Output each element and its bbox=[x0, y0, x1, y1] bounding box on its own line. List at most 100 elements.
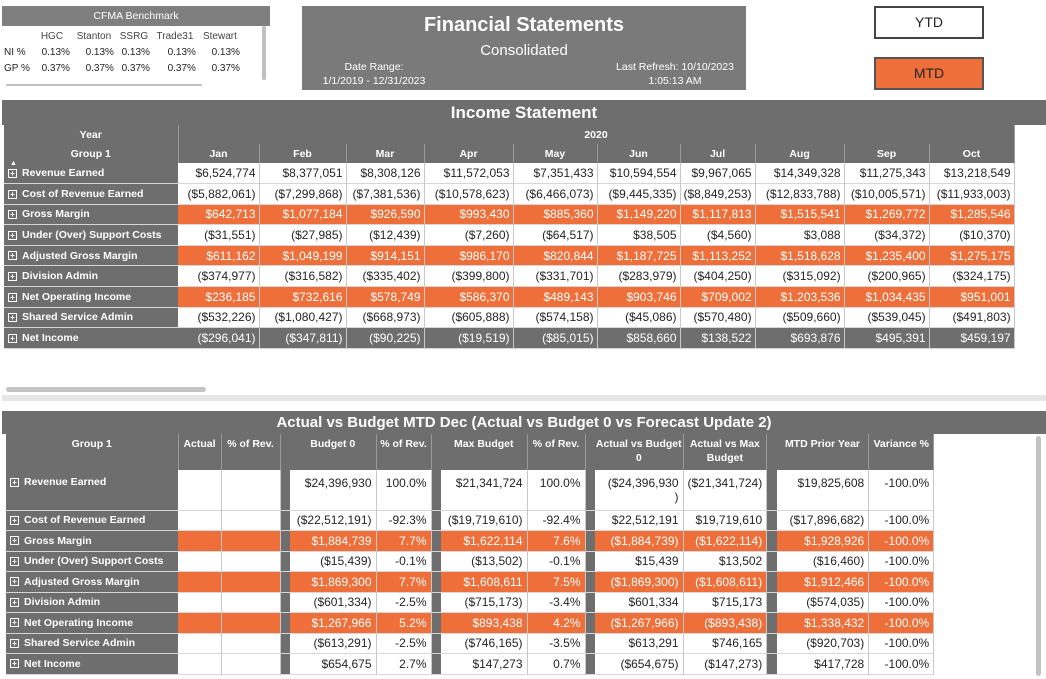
col-actual-vs-budget-0[interactable]: Actual vs Budget 0 bbox=[595, 434, 684, 470]
expand-plus-icon[interactable]: + bbox=[10, 477, 19, 487]
avb-gap bbox=[585, 530, 595, 551]
expand-plus-icon[interactable]: + bbox=[10, 577, 19, 587]
expand-plus-icon[interactable]: + bbox=[10, 597, 19, 607]
avb-cell-pct3: -92.4% bbox=[527, 510, 586, 531]
avb-cell-avb0: $613,291 bbox=[595, 633, 684, 654]
expand-plus-icon[interactable]: + bbox=[8, 292, 17, 302]
avb-row-header[interactable]: + Under (Over) Support Costs bbox=[6, 551, 178, 572]
income-cell: ($6,466,073) bbox=[513, 183, 598, 205]
income-cell: $3,088 bbox=[755, 224, 845, 246]
income-row-header[interactable]: + Net Income bbox=[4, 327, 178, 349]
income-row-label: Cost of Revenue Earned bbox=[22, 187, 144, 200]
avb-cell-avb0: $15,439 bbox=[595, 551, 684, 572]
month-header-feb[interactable]: Feb bbox=[259, 144, 347, 163]
avb-gap bbox=[585, 612, 595, 633]
col-actual-vs-max-budget[interactable]: Actual vs Max Budget bbox=[683, 434, 768, 470]
income-row-header[interactable]: + Gross Margin bbox=[4, 204, 178, 225]
col-pct-rev-3[interactable]: % of Rev. bbox=[527, 434, 586, 470]
avb-gap bbox=[585, 592, 595, 613]
col-pct-rev-2[interactable]: % of Rev. bbox=[376, 434, 432, 470]
expand-plus-icon[interactable]: + bbox=[8, 168, 17, 178]
income-row-header[interactable]: + Division Admin bbox=[4, 265, 178, 287]
expand-plus-icon[interactable]: + bbox=[8, 271, 17, 281]
avb-cell-budget0: ($613,291) bbox=[290, 633, 377, 654]
benchmark-vertical-scrollbar[interactable] bbox=[262, 26, 266, 80]
income-row-header[interactable]: + Revenue Earned bbox=[4, 163, 178, 184]
income-cell: ($12,833,788) bbox=[755, 183, 845, 205]
col-variance-pct[interactable]: Variance % bbox=[868, 434, 935, 470]
avb-row-header[interactable]: + Division Admin bbox=[6, 592, 178, 613]
month-header-oct[interactable]: Oct bbox=[929, 144, 1015, 163]
income-statement-horizontal-scrollbar[interactable] bbox=[6, 387, 206, 392]
month-header-sep[interactable]: Sep bbox=[844, 144, 930, 163]
avb-row-header[interactable]: + Gross Margin bbox=[6, 530, 178, 551]
avb-gap bbox=[431, 592, 441, 613]
expand-plus-icon[interactable]: + bbox=[8, 189, 17, 199]
expand-plus-icon[interactable]: + bbox=[10, 618, 19, 628]
income-row-header[interactable]: + Net Operating Income bbox=[4, 286, 178, 308]
group-header[interactable]: Group 1 ▲ bbox=[4, 144, 179, 167]
avb-cell-variance: -100.0% bbox=[868, 470, 935, 510]
income-row-header[interactable]: + Shared Service Admin bbox=[4, 307, 178, 328]
expand-plus-icon[interactable]: + bbox=[8, 333, 17, 343]
income-row-header[interactable]: + Cost of Revenue Earned bbox=[4, 183, 178, 205]
income-row-header[interactable]: + Adjusted Gross Margin bbox=[4, 245, 178, 266]
col-gap-1 bbox=[280, 434, 290, 470]
avb-cell-variance: -100.0% bbox=[868, 612, 935, 633]
month-header-may[interactable]: May bbox=[513, 144, 598, 163]
avb-cell-pct1 bbox=[221, 510, 281, 531]
income-statement-visual: Year 2020 Group 1 ▲ Jan Feb Mar Apr May Jun Ju… bbox=[2, 125, 1046, 401]
sort-up-icon[interactable]: ▲ bbox=[10, 160, 17, 167]
expand-plus-icon[interactable]: + bbox=[10, 556, 19, 566]
month-header-apr[interactable]: Apr bbox=[424, 144, 514, 163]
col-mtd-prior-year[interactable]: MTD Prior Year bbox=[776, 434, 870, 470]
income-cell: $1,285,546 bbox=[929, 204, 1015, 225]
col-pct-rev-1[interactable]: % of Rev. bbox=[221, 434, 281, 470]
avb-row-header[interactable]: + Revenue Earned bbox=[6, 470, 178, 510]
month-header-aug[interactable]: Aug bbox=[755, 144, 845, 163]
expand-plus-icon[interactable]: + bbox=[10, 638, 19, 648]
expand-plus-icon[interactable]: + bbox=[10, 659, 19, 669]
income-cell: $38,505 bbox=[597, 224, 681, 246]
income-row-header[interactable]: + Under (Over) Support Costs bbox=[4, 224, 178, 246]
expand-plus-icon[interactable]: + bbox=[8, 313, 17, 323]
actual-vs-budget-vertical-scrollbar[interactable] bbox=[1036, 436, 1041, 676]
avb-cell-avb0: ($24,396,930 ) bbox=[595, 470, 684, 510]
avb-row-label: Adjusted Gross Margin bbox=[24, 575, 140, 588]
benchmark-cell: 0.13% bbox=[167, 46, 196, 58]
col-budget-0[interactable]: Budget 0 bbox=[290, 434, 377, 470]
month-header-jan[interactable]: Jan bbox=[178, 144, 260, 163]
expand-plus-icon[interactable]: + bbox=[8, 251, 17, 261]
report-header: Financial Statements Consolidated Date R… bbox=[302, 6, 746, 90]
month-header-jun[interactable]: Jun bbox=[597, 144, 681, 163]
month-header-jul[interactable]: Jul bbox=[680, 144, 756, 163]
group-header-label: Group 1 bbox=[70, 147, 111, 160]
avb-cell-avmax: ($893,438) bbox=[683, 612, 768, 633]
expand-plus-icon[interactable]: + bbox=[8, 210, 17, 220]
col-gap-3 bbox=[585, 434, 595, 470]
avb-gap bbox=[585, 633, 595, 654]
col-actual[interactable]: Actual bbox=[178, 434, 222, 470]
income-cell: ($11,933,003) bbox=[929, 183, 1015, 205]
mtd-button[interactable]: MTD bbox=[874, 57, 984, 90]
col-max-budget[interactable]: Max Budget bbox=[441, 434, 528, 470]
income-cell: ($5,882,061) bbox=[178, 183, 260, 205]
avb-row-header[interactable]: + Net Income bbox=[6, 653, 178, 674]
col-group[interactable]: Group 1 bbox=[6, 434, 179, 470]
expand-plus-icon[interactable]: + bbox=[10, 536, 19, 546]
ytd-button[interactable]: YTD bbox=[874, 6, 984, 39]
avb-cell-max_budget: ($746,165) bbox=[441, 633, 528, 654]
avb-row-header[interactable]: + Net Operating Income bbox=[6, 612, 178, 633]
avb-cell-pct2: 100.0% bbox=[376, 470, 432, 510]
avb-row-header[interactable]: + Adjusted Gross Margin bbox=[6, 571, 178, 592]
month-header-mar[interactable]: Mar bbox=[346, 144, 425, 163]
avb-row-label: Net Income bbox=[24, 657, 81, 670]
expand-plus-icon[interactable]: + bbox=[8, 230, 17, 240]
income-cell: ($7,381,536) bbox=[346, 183, 425, 205]
avb-cell-prior: ($920,703) bbox=[776, 633, 870, 654]
benchmark-cell: 0.37% bbox=[167, 62, 196, 74]
benchmark-horizontal-scrollbar[interactable] bbox=[6, 84, 202, 86]
avb-row-header[interactable]: + Cost of Revenue Earned bbox=[6, 510, 178, 531]
avb-row-header[interactable]: + Shared Service Admin bbox=[6, 633, 178, 654]
expand-plus-icon[interactable]: + bbox=[10, 515, 19, 525]
